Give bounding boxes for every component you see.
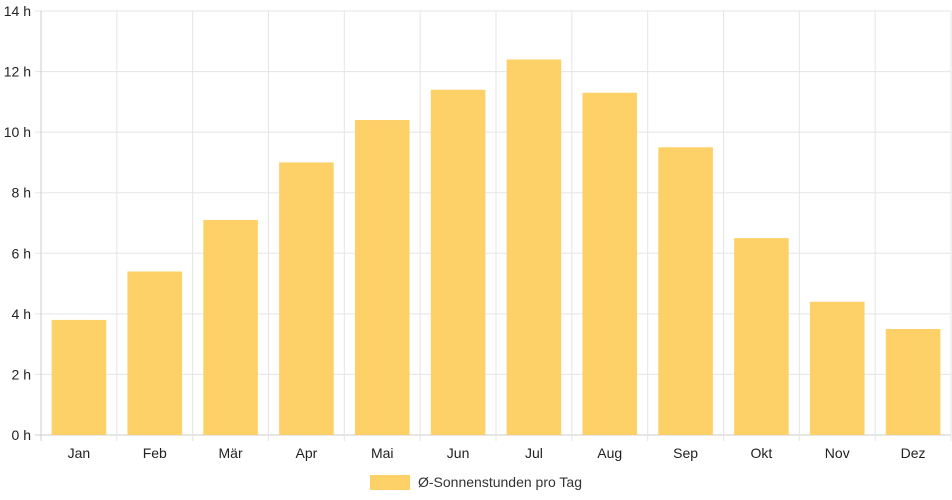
y-tick-label: 10 h — [4, 124, 31, 140]
bar[interactable] — [658, 147, 713, 436]
bar[interactable] — [51, 319, 107, 435]
x-tick-label: Aug — [597, 445, 622, 461]
bar[interactable] — [354, 120, 410, 436]
x-tick-label: Okt — [751, 445, 773, 461]
bar[interactable] — [203, 219, 258, 435]
x-tick-label: Jan — [68, 445, 91, 461]
bar[interactable] — [885, 329, 941, 435]
x-tick-label: Nov — [825, 445, 850, 461]
legend[interactable]: Ø-Sonnenstunden pro Tag — [370, 474, 582, 490]
x-tick-label: Dez — [901, 445, 926, 461]
y-tick-label: 0 h — [12, 427, 31, 443]
y-axis: 0 h 2 h 4 h 6 h 8 h 10 h 12 h 14 h — [4, 3, 31, 443]
legend-swatch[interactable] — [370, 475, 410, 490]
x-tick-label: Sep — [673, 445, 698, 461]
x-tick-label: Mai — [371, 445, 394, 461]
y-tick-label: 8 h — [12, 185, 31, 201]
bar[interactable] — [430, 89, 486, 435]
y-tick-label: 14 h — [4, 3, 31, 19]
grid — [35, 10, 952, 441]
bar[interactable] — [127, 271, 183, 435]
y-tick-label: 6 h — [12, 245, 31, 261]
bar[interactable] — [809, 301, 865, 435]
legend-label[interactable]: Ø-Sonnenstunden pro Tag — [418, 474, 582, 490]
bar[interactable] — [279, 162, 334, 435]
bars — [51, 59, 941, 436]
x-tick-label: Mär — [219, 445, 243, 461]
x-tick-label: Feb — [143, 445, 167, 461]
bar[interactable] — [506, 59, 562, 435]
x-tick-label: Jul — [525, 445, 543, 461]
x-axis: Jan Feb Mär Apr Mai Jun Jul Aug Sep Okt Nov Dez — [68, 445, 926, 461]
bar[interactable] — [734, 238, 789, 435]
y-tick-label: 4 h — [12, 306, 31, 322]
y-tick-label: 12 h — [4, 64, 31, 80]
bar[interactable] — [582, 92, 638, 436]
x-tick-label: Apr — [296, 445, 318, 461]
x-tick-label: Jun — [447, 445, 470, 461]
y-tick-label: 2 h — [12, 366, 31, 382]
